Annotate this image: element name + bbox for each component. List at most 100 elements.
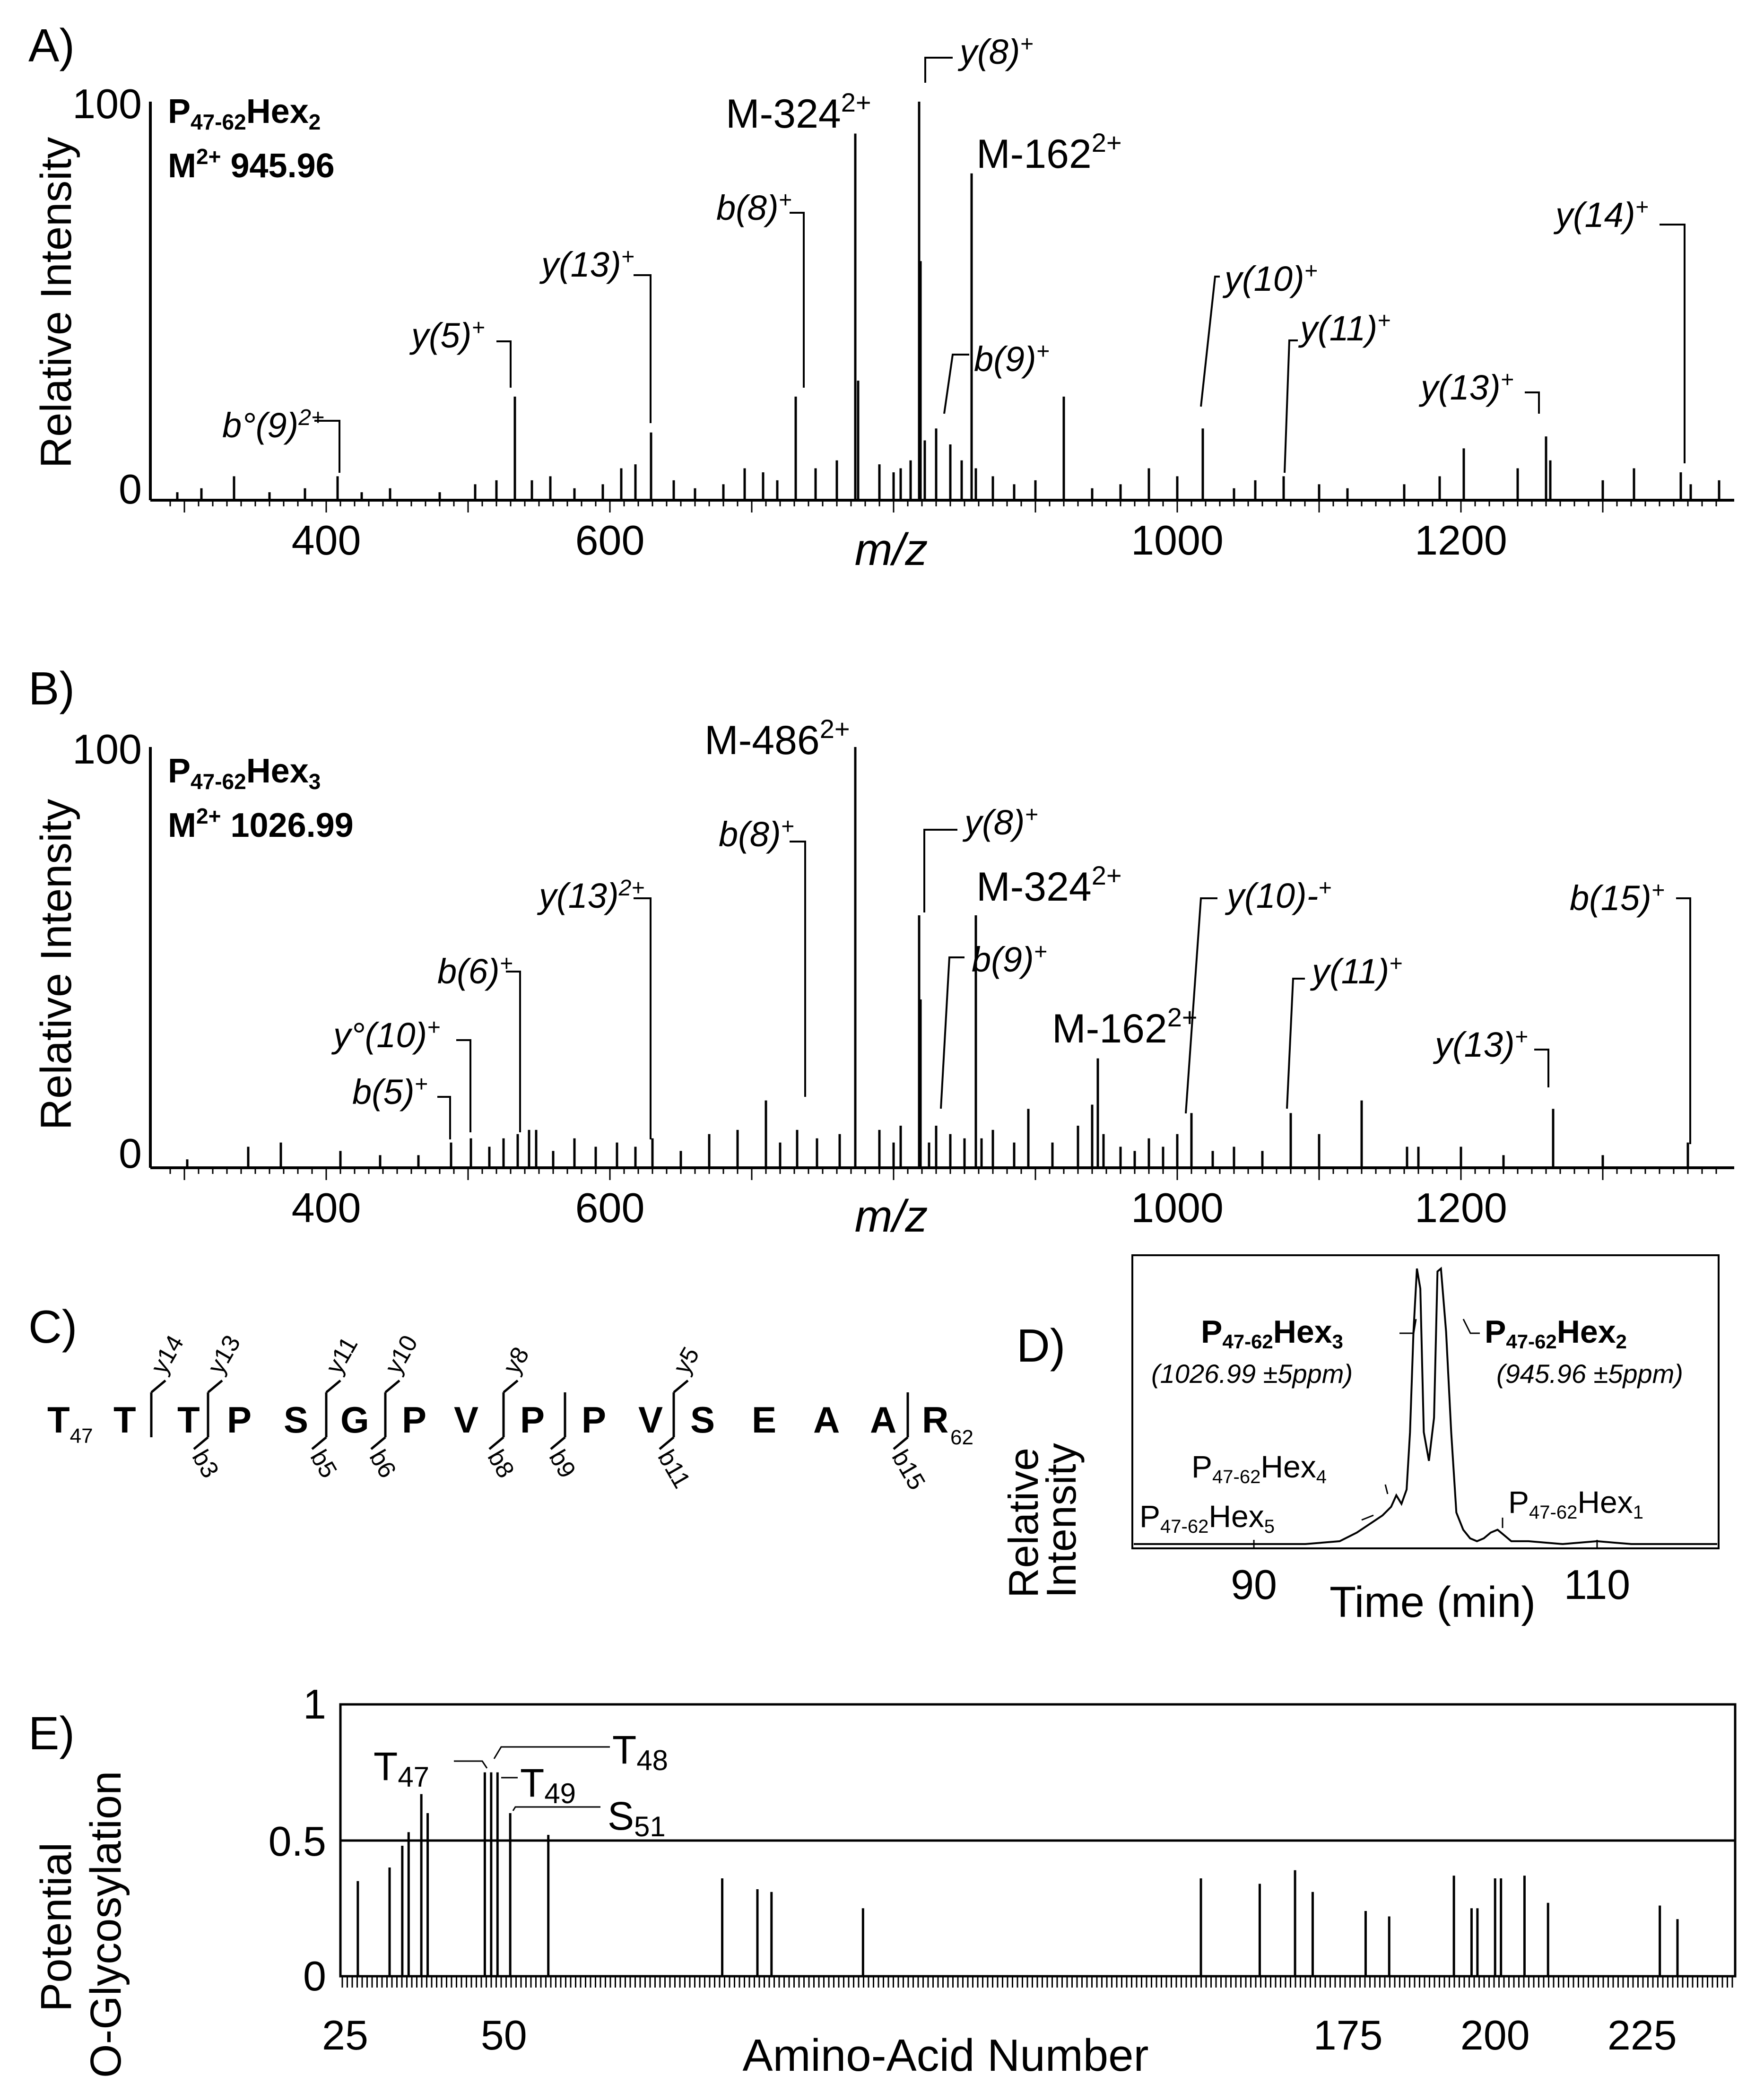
x-tick-label: 600 [575, 1184, 645, 1231]
label-b-m162: M-1622+ [1052, 1002, 1198, 1051]
label-a-y14: y(14)+ [1553, 195, 1649, 234]
panel-b-peptide: P47-62Hex3 [168, 752, 321, 794]
b-ion-label: b6 [364, 1445, 401, 1483]
label-d-hex3: P47-62Hex3 [1201, 1314, 1343, 1353]
label-a-m324: M-3242+ [726, 87, 871, 137]
leader-d-hex4 [1384, 1484, 1389, 1494]
b-ion-hook [893, 1436, 909, 1450]
y-ion-hook [503, 1380, 519, 1393]
x-tick-label: 1000 [1131, 1184, 1224, 1231]
leader-d-hex2 [1462, 1319, 1480, 1334]
panel-a-ytick-0: 0 [119, 466, 142, 512]
leader-b-y13b [1534, 1049, 1549, 1087]
label-a-b8: b(8)+ [716, 188, 792, 227]
sequence-residue: T [177, 1399, 200, 1441]
label-b-b5: b(5)+ [352, 1072, 428, 1112]
leader-b-b5 [437, 1096, 451, 1139]
label-b-b6: b(6)+ [437, 951, 513, 991]
leader-a-y8 [924, 57, 953, 83]
panel-a-ytick-100: 100 [72, 80, 142, 127]
leader-e-t47 [454, 1760, 488, 1769]
label-e-t47: T47 [374, 1744, 429, 1793]
leader-a-y11 [1284, 339, 1298, 473]
panel-d-frame [1131, 1254, 1720, 1549]
panel-e-site-leaders [454, 1746, 610, 1811]
label-b-b8: b(8)+ [719, 814, 794, 854]
d-x-tick-label: 110 [1564, 1561, 1630, 1608]
panel-a-label: A) [28, 19, 75, 71]
leader-a-y13 [634, 274, 652, 423]
label-b-m486: M-4862+ [704, 714, 850, 763]
b-ion-hook [311, 1436, 327, 1450]
d-x-tick-label: 90 [1231, 1561, 1277, 1608]
sequence-residue: A [870, 1399, 896, 1441]
leader-b-b8 [790, 841, 806, 1097]
sequence-residue: S [690, 1399, 715, 1441]
leader-a-b9 [943, 354, 969, 414]
leader-a-y14 [1660, 224, 1686, 463]
label-e-t48: T48 [612, 1728, 668, 1776]
panel-d: D) Relative Intensity 90 110 Time (min) P… [1000, 1254, 1720, 1626]
panel-a-peaks [176, 102, 1721, 500]
sequence-residue: P [227, 1399, 252, 1441]
b-ion-label: b9 [544, 1445, 581, 1483]
panel-e-ytick-05: 0.5 [269, 1818, 326, 1865]
panel-b-ytick-100: 100 [72, 726, 142, 773]
panel-b-annotations [437, 829, 1691, 1144]
panel-b-peak-labels: b(5)+ y°(10)+ b(6)+ y(13)2+ b(8)+ M-4862… [331, 714, 1665, 1112]
panel-e-ytick-0: 0 [303, 1953, 326, 1999]
leader-b-y13 [634, 897, 652, 1139]
leader-e-s51 [512, 1806, 600, 1811]
panel-d-ylabel-1: Relative [1000, 1448, 1047, 1598]
e-x-tick-label: 25 [322, 2012, 368, 2058]
label-d-hex2-tol: (945.96 ±5ppm) [1496, 1359, 1683, 1389]
panel-e-ylabel-1: Potential [32, 1842, 80, 2012]
sequence-residue: E [752, 1399, 776, 1441]
e-x-tick-label: 50 [481, 2012, 527, 2058]
b-ion-hook [659, 1436, 675, 1450]
panel-b: B) Relative Intensity 100 0 400 600 1000 12… [28, 662, 1734, 1242]
e-x-tick-label: 175 [1313, 2012, 1383, 2058]
label-e-t49: T49 [520, 1761, 576, 1809]
panel-e-bars [356, 1772, 1679, 1976]
seq-end-number: 62 [950, 1426, 973, 1449]
y-ion-hook [325, 1380, 341, 1393]
panel-b-peaks [186, 747, 1689, 1168]
b-ion-label: b15 [886, 1445, 931, 1494]
panel-e: E) Potential O-Glycosylation 1 0.5 0 25 5… [28, 1681, 1737, 2081]
panel-e-minor-ticks [341, 1976, 1733, 1988]
y-ion-label: y13 [202, 1330, 246, 1379]
label-d-hex2: P47-62Hex2 [1485, 1314, 1627, 1353]
sequence-residue: S [284, 1399, 308, 1441]
b-ion-label: b3 [187, 1445, 224, 1483]
leader-d-hex5 [1361, 1514, 1374, 1521]
y-ion-label: y11 [321, 1332, 363, 1379]
panel-c-label: C) [28, 1301, 77, 1353]
panel-a-minor-ticks [169, 500, 1717, 512]
panel-d-ylabel-2: Intensity [1038, 1443, 1085, 1598]
y-ion-label: y10 [380, 1330, 423, 1379]
leader-b-y10 [1185, 897, 1217, 1114]
y-ion-label: y8 [498, 1342, 535, 1379]
sequence-residue: T [113, 1399, 136, 1441]
label-d-hex5: P47-62Hex5 [1139, 1499, 1275, 1537]
x-tick-label: 600 [575, 517, 645, 564]
sequence-residue: A [813, 1399, 840, 1441]
x-tick-label: 1200 [1415, 517, 1507, 564]
leader-b-y8 [923, 829, 957, 912]
panel-d-trace [1134, 1267, 1717, 1545]
sequence-residue: P [582, 1399, 606, 1441]
sequence-residue: G [340, 1399, 369, 1441]
sequence-residue: P [402, 1399, 426, 1441]
panel-e-ylabel-2: O-Glycosylation [82, 1771, 130, 2078]
label-a-y11: y(11)+ [1298, 308, 1390, 348]
panel-d-xticks: 90 110 [1231, 1540, 1630, 1608]
panel-b-label: B) [28, 662, 75, 714]
leader-a-y5 [496, 340, 512, 388]
label-d-hex4: P47-62Hex4 [1191, 1449, 1327, 1487]
label-b-y10: y(10)-+ [1225, 876, 1331, 915]
leader-b-b6 [506, 971, 521, 1132]
leader-e-t48 [493, 1746, 610, 1759]
panel-b-precursor: M2+ 1026.99 [168, 804, 354, 844]
seq-start-residue: T47 [47, 1399, 93, 1448]
